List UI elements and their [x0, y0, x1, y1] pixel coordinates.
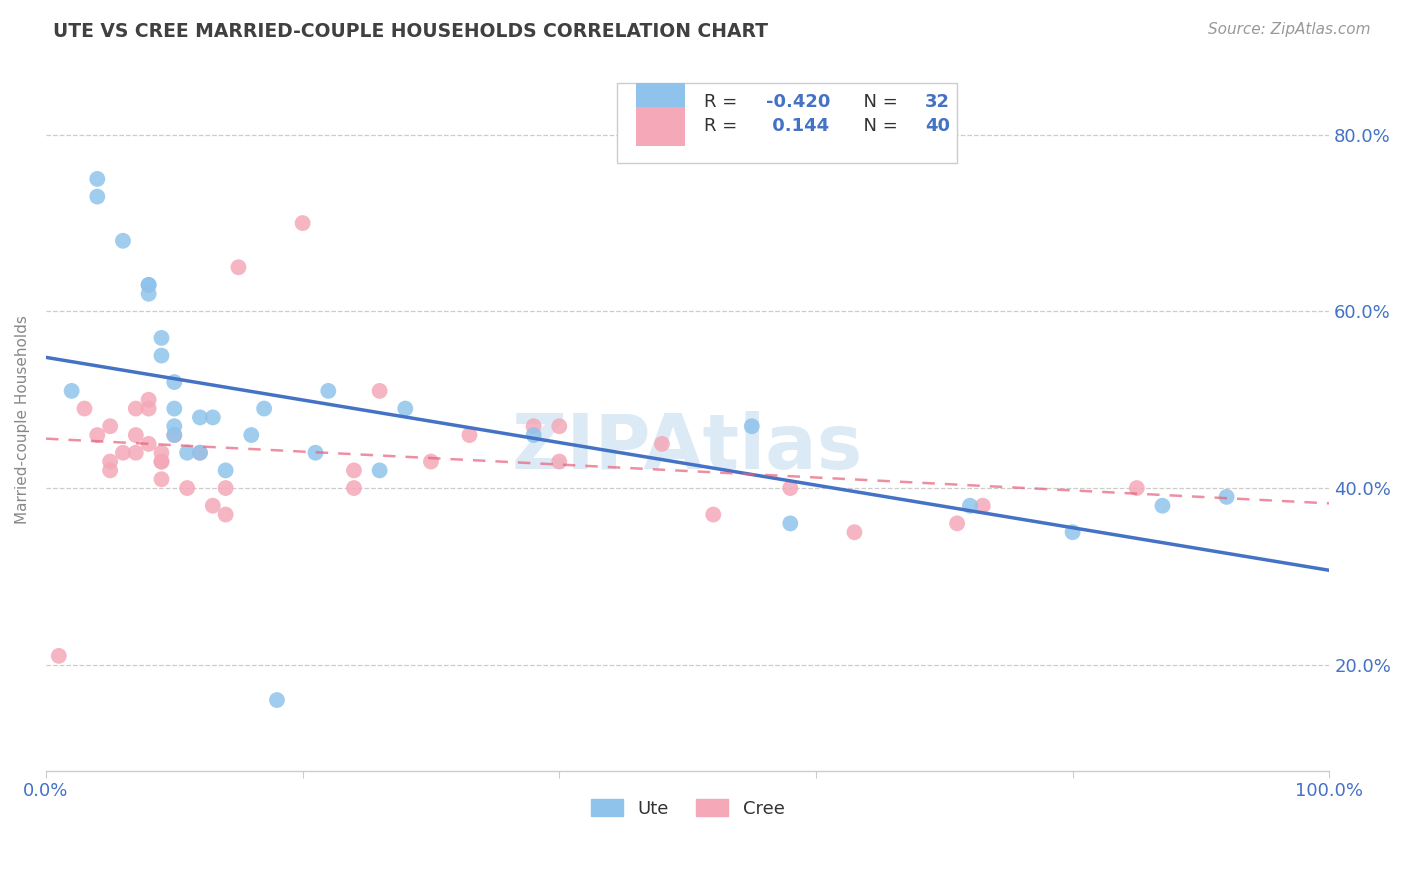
Text: R =: R = [704, 93, 744, 111]
Point [201, 410, 224, 425]
Point [214, 508, 236, 522]
Text: N =: N = [852, 118, 904, 136]
Point [844, 525, 866, 540]
Point [343, 481, 366, 495]
Text: 32: 32 [925, 93, 950, 111]
Point [702, 508, 724, 522]
Point [111, 234, 134, 248]
Text: N =: N = [852, 93, 904, 111]
Point [1126, 481, 1149, 495]
Point [138, 286, 160, 301]
Point [291, 216, 314, 230]
Point [420, 454, 443, 468]
Point [214, 463, 236, 477]
Point [150, 472, 173, 486]
Point [1152, 499, 1174, 513]
Point [946, 516, 969, 531]
FancyBboxPatch shape [637, 107, 685, 145]
Point [304, 446, 326, 460]
Point [343, 463, 366, 477]
Point [523, 419, 546, 434]
Text: -0.420: -0.420 [766, 93, 831, 111]
Point [972, 499, 994, 513]
Point [138, 401, 160, 416]
Point [779, 516, 801, 531]
Point [138, 277, 160, 292]
Point [150, 331, 173, 345]
Point [651, 437, 673, 451]
Point [959, 499, 981, 513]
Point [523, 428, 546, 442]
Point [86, 172, 108, 186]
Point [60, 384, 83, 398]
Point [253, 401, 276, 416]
Point [150, 454, 173, 468]
Point [266, 693, 288, 707]
Point [98, 419, 121, 434]
Point [138, 277, 160, 292]
Point [86, 189, 108, 203]
Point [176, 481, 198, 495]
Point [150, 454, 173, 468]
Point [150, 349, 173, 363]
Text: 0.144: 0.144 [766, 118, 830, 136]
Point [48, 648, 70, 663]
Point [163, 375, 186, 389]
Point [201, 499, 224, 513]
Point [163, 401, 186, 416]
Point [1215, 490, 1237, 504]
FancyBboxPatch shape [617, 83, 957, 163]
Point [368, 463, 391, 477]
Point [138, 392, 160, 407]
Point [1062, 525, 1084, 540]
Point [150, 446, 173, 460]
Point [240, 428, 263, 442]
Point [779, 481, 801, 495]
Point [228, 260, 250, 275]
Point [548, 419, 571, 434]
Point [98, 454, 121, 468]
Point [163, 428, 186, 442]
Point [138, 437, 160, 451]
Point [125, 446, 148, 460]
Point [741, 419, 763, 434]
Point [125, 401, 148, 416]
Point [98, 463, 121, 477]
Point [214, 481, 236, 495]
Text: 40: 40 [925, 118, 950, 136]
FancyBboxPatch shape [637, 83, 685, 121]
Text: Source: ZipAtlas.com: Source: ZipAtlas.com [1208, 22, 1371, 37]
Point [394, 401, 416, 416]
Point [73, 401, 96, 416]
Point [316, 384, 339, 398]
Text: R =: R = [704, 118, 744, 136]
Point [86, 428, 108, 442]
Point [548, 454, 571, 468]
Y-axis label: Married-couple Households: Married-couple Households [15, 315, 30, 524]
Point [188, 446, 211, 460]
Point [188, 410, 211, 425]
Point [176, 446, 198, 460]
Text: ZIPAtlas: ZIPAtlas [512, 410, 863, 484]
Text: UTE VS CREE MARRIED-COUPLE HOUSEHOLDS CORRELATION CHART: UTE VS CREE MARRIED-COUPLE HOUSEHOLDS CO… [53, 22, 769, 41]
Point [368, 384, 391, 398]
Point [458, 428, 481, 442]
Point [111, 446, 134, 460]
Legend: Ute, Cree: Ute, Cree [583, 791, 792, 825]
Point [163, 419, 186, 434]
Point [188, 446, 211, 460]
Point [125, 428, 148, 442]
Point [163, 428, 186, 442]
